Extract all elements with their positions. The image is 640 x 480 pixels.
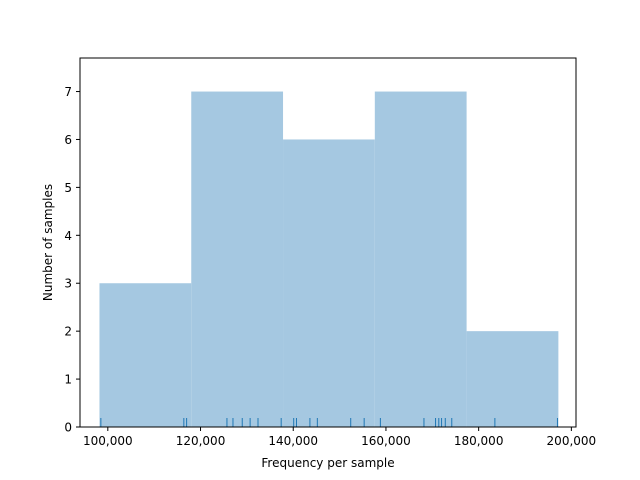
y-tick-label: 0 [64,421,72,435]
y-tick-label: 6 [64,133,72,147]
y-tick-label: 4 [64,229,72,243]
x-tick-label: 180,000 [454,434,504,448]
y-axis-ticks: 0 1 2 3 4 5 6 7 [64,85,80,435]
histogram-bars [99,91,559,427]
x-tick-label: 200,000 [547,434,597,448]
x-tick-label: 100,000 [83,434,133,448]
x-tick-label: 160,000 [361,434,411,448]
x-tick-label: 140,000 [268,434,318,448]
rug-marks [100,418,558,427]
plot-frame [79,57,577,428]
x-axis-ticks: 100,000 120,000 140,000 160,000 180,000 200,0… [83,427,596,448]
histogram-bar-4 [374,91,467,427]
y-tick-label: 7 [64,85,72,99]
y-tick-label: 3 [64,277,72,291]
histogram-bar-5 [466,331,559,427]
y-axis-label: Number of samples [41,184,55,301]
y-tick-label: 1 [64,373,72,387]
histogram-bar-2 [191,91,284,427]
histogram-bar-1 [99,283,192,427]
histogram-bar-3 [283,139,375,427]
x-axis-label: Frequency per sample [261,456,394,470]
y-tick-label: 5 [64,181,72,195]
x-tick-label: 120,000 [176,434,226,448]
y-tick-label: 2 [64,325,72,339]
